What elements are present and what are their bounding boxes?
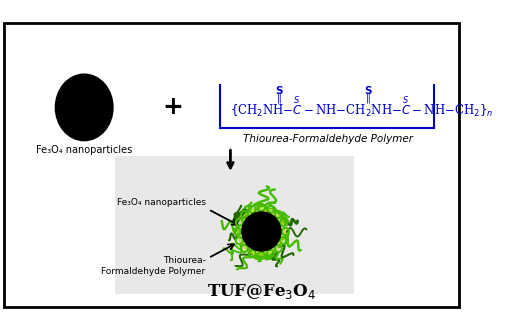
Bar: [115, 156, 355, 293]
Text: ‖: ‖: [277, 92, 281, 103]
Text: S: S: [276, 86, 283, 96]
Text: Fe₃O₄ nanoparticles: Fe₃O₄ nanoparticles: [36, 145, 132, 155]
Text: $\{$CH$_2$NH$-\overset{S}{C}-$NH$-$CH$_2$NH$-\overset{S}{C}-$NH$-$CH$_2$$\}_n$: $\{$CH$_2$NH$-\overset{S}{C}-$NH$-$CH$_2…: [231, 95, 494, 120]
Text: Fe₃O₄ nanoparticles: Fe₃O₄ nanoparticles: [117, 198, 206, 207]
Ellipse shape: [242, 212, 281, 251]
Ellipse shape: [237, 208, 286, 255]
Ellipse shape: [55, 74, 113, 141]
Text: Thiourea-
Formaldehyde Polymer: Thiourea- Formaldehyde Polymer: [101, 256, 206, 276]
Text: Thiourea-Formaldehyde Polymer: Thiourea-Formaldehyde Polymer: [243, 134, 413, 144]
Text: TUF@Fe$_3$O$_4$: TUF@Fe$_3$O$_4$: [207, 281, 316, 301]
Text: +: +: [162, 95, 183, 119]
Text: S: S: [364, 86, 371, 96]
Text: ‖: ‖: [366, 92, 370, 103]
